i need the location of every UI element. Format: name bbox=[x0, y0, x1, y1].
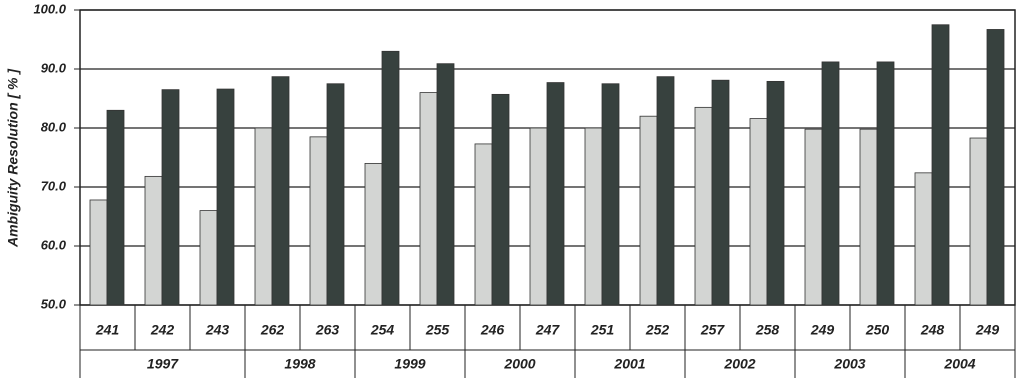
x-tick-label: 262 bbox=[260, 322, 285, 338]
bar bbox=[876, 61, 895, 306]
bar bbox=[199, 210, 218, 306]
y-tick-label: 90.0 bbox=[41, 60, 67, 75]
bar bbox=[144, 175, 163, 306]
bar bbox=[474, 143, 493, 306]
group-label: 1998 bbox=[284, 356, 315, 372]
bar bbox=[216, 88, 235, 306]
bar bbox=[309, 136, 328, 306]
x-tick-label: 248 bbox=[920, 322, 945, 338]
group-label: 2003 bbox=[833, 356, 865, 372]
group-label: 2002 bbox=[723, 356, 755, 372]
bar bbox=[381, 50, 400, 306]
x-tick-label: 252 bbox=[645, 322, 670, 338]
bar bbox=[271, 76, 290, 306]
y-tick-label: 60.0 bbox=[41, 237, 67, 252]
group-label: 1999 bbox=[394, 356, 425, 372]
bar bbox=[106, 109, 125, 306]
bar bbox=[491, 93, 510, 306]
bar bbox=[436, 63, 455, 306]
x-tick-label: 246 bbox=[480, 322, 505, 338]
x-tick-label: 258 bbox=[755, 322, 780, 338]
bar bbox=[914, 172, 933, 306]
x-tick-label: 254 bbox=[370, 322, 395, 338]
x-tick-label: 255 bbox=[425, 322, 450, 338]
x-tick-label: 249 bbox=[975, 322, 1000, 338]
bar bbox=[656, 76, 675, 306]
x-tick-label: 257 bbox=[700, 322, 726, 338]
group-label: 2004 bbox=[943, 356, 975, 372]
bar bbox=[931, 24, 950, 306]
x-tick-label: 247 bbox=[535, 322, 561, 338]
x-tick-label: 263 bbox=[315, 322, 340, 338]
bar bbox=[161, 89, 180, 306]
bar bbox=[254, 127, 273, 306]
group-label: 1997 bbox=[147, 356, 179, 372]
bar bbox=[711, 79, 730, 306]
y-axis-label: Ambiguity Resolution [ % ] bbox=[5, 68, 21, 248]
x-tick-label: 250 bbox=[865, 322, 890, 338]
bar bbox=[766, 80, 785, 306]
bar bbox=[326, 83, 345, 306]
y-tick-label: 80.0 bbox=[41, 119, 67, 134]
bar bbox=[584, 127, 603, 306]
bar bbox=[749, 118, 768, 306]
y-tick-label: 50.0 bbox=[41, 296, 67, 311]
bar bbox=[529, 127, 548, 306]
group-label: 2000 bbox=[503, 356, 535, 372]
y-tick-label: 100.0 bbox=[33, 1, 66, 16]
y-tick-label: 70.0 bbox=[41, 178, 67, 193]
bar bbox=[804, 128, 823, 306]
bar bbox=[364, 162, 383, 306]
x-tick-label: 249 bbox=[810, 322, 835, 338]
x-tick-label: 242 bbox=[150, 322, 175, 338]
bar bbox=[89, 199, 108, 306]
group-label: 2001 bbox=[613, 356, 645, 372]
bar bbox=[546, 82, 565, 306]
x-tick-label: 243 bbox=[205, 322, 230, 338]
bar bbox=[601, 83, 620, 306]
bar bbox=[986, 29, 1005, 306]
bar bbox=[821, 61, 840, 306]
bar bbox=[419, 92, 438, 306]
x-tick-label: 251 bbox=[590, 322, 615, 338]
bar bbox=[969, 137, 988, 306]
bar bbox=[639, 115, 658, 306]
bar bbox=[859, 128, 878, 306]
x-tick-label: 241 bbox=[95, 322, 120, 338]
bar bbox=[694, 106, 713, 306]
